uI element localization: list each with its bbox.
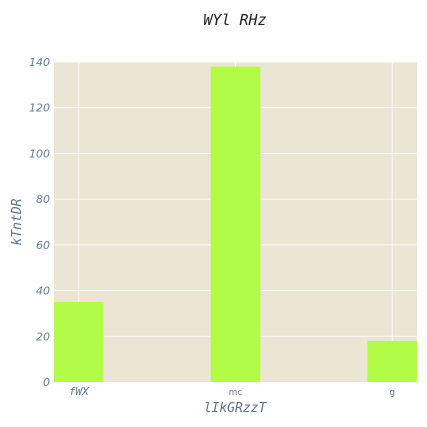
y-tick-label: 120 — [29, 102, 50, 115]
y-tick-label: 40 — [36, 285, 50, 298]
y-tick-label: 80 — [36, 193, 50, 206]
bar-g — [367, 340, 417, 382]
chart-title: WYl RHz — [203, 11, 266, 29]
x-axis-ticks: fWX mc g — [69, 385, 395, 398]
y-axis-ticks: 0 20 40 60 80 100 120 140 — [29, 56, 50, 389]
x-tick-label: mc — [229, 388, 243, 398]
y-tick-label: 60 — [36, 239, 50, 252]
x-tick-label: fWX — [69, 385, 90, 398]
y-axis-label: kTntDR — [10, 198, 25, 245]
y-tick-label: 140 — [29, 56, 50, 69]
bar-fWX — [54, 302, 104, 382]
bar-mc — [210, 66, 261, 383]
x-axis-label: lIkGRzzT — [204, 401, 268, 416]
y-tick-label: 100 — [29, 147, 50, 160]
y-tick-label: 0 — [43, 376, 50, 389]
x-tick-label: g — [389, 388, 395, 398]
y-tick-label: 20 — [36, 330, 50, 343]
bars — [54, 66, 417, 383]
